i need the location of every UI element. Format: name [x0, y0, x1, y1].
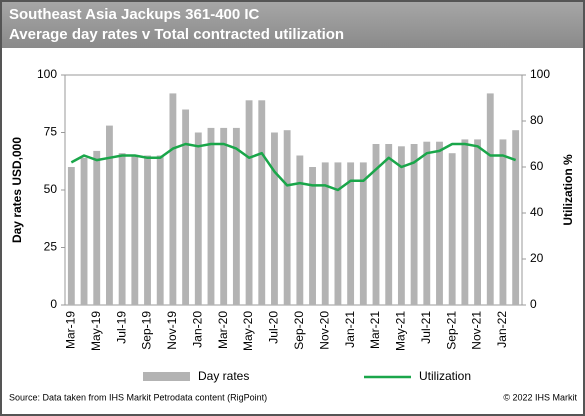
y2-tick-label: 80: [530, 113, 544, 127]
legend-swatch: [143, 372, 190, 381]
bar: [359, 162, 367, 305]
x-tick-label: Mar-20: [216, 311, 230, 349]
y2-tick-label: 40: [530, 205, 544, 219]
bar: [512, 130, 520, 305]
bar: [118, 153, 126, 305]
bar: [448, 153, 456, 305]
y2-tick-label: 20: [530, 251, 544, 265]
bar: [296, 155, 304, 305]
bar: [410, 144, 418, 305]
bar: [499, 139, 507, 305]
x-tick-label: Sep-21: [444, 311, 458, 350]
bar: [372, 144, 380, 305]
bar: [423, 141, 431, 305]
bar: [461, 139, 469, 305]
x-tick-label: Jan-21: [343, 311, 357, 348]
bar: [283, 130, 291, 305]
bar: [169, 93, 177, 306]
bar: [321, 162, 329, 305]
line: [70, 142, 517, 192]
bar: [131, 155, 139, 305]
y-axis-title: Day rates USD,000: [10, 137, 24, 243]
x-tick-label: Sep-20: [292, 311, 306, 350]
y-tick-label: 100: [37, 67, 57, 81]
bar: [385, 144, 393, 305]
x-tick-label: Sep-19: [140, 311, 154, 350]
legend-label: Utilization: [419, 369, 471, 383]
x-tick-label: Jul-19: [114, 311, 128, 344]
legend-label: Day rates: [198, 369, 249, 383]
bar: [80, 157, 88, 305]
bar: [207, 127, 215, 306]
x-tick-label: Mar-21: [368, 311, 382, 349]
y-tick-label: 50: [44, 182, 58, 196]
y2-tick-label: 100: [530, 67, 550, 81]
y2-tick-label: 60: [530, 159, 544, 173]
bar: [334, 162, 342, 305]
bar: [347, 162, 355, 305]
x-tick-label: Nov-19: [165, 311, 179, 350]
source-note: Source: Data taken from IHS Markit Petro…: [9, 392, 267, 402]
bar: [156, 155, 164, 305]
bar: [245, 100, 253, 305]
x-tick-label: May-19: [89, 311, 103, 351]
y-tick-label: 0: [50, 297, 57, 311]
bar: [106, 125, 113, 305]
bar: [194, 132, 202, 305]
x-tick-label: Jan-20: [190, 311, 204, 348]
bar: [271, 132, 278, 305]
bar: [93, 150, 101, 305]
x-tick-label: Mar-19: [64, 311, 78, 349]
bar: [232, 127, 240, 306]
header-band: [2, 2, 583, 48]
chart-title: Southeast Asia Jackups 361-400 IC: [9, 6, 260, 23]
bar: [220, 127, 228, 306]
y2-tick-label: 0: [530, 297, 537, 311]
bar: [258, 100, 266, 305]
x-tick-label: May-20: [241, 311, 255, 351]
bar: [486, 93, 494, 306]
x-tick-label: Jan-22: [495, 311, 509, 348]
chart-subtitle: Average day rates v Total contracted uti…: [9, 26, 344, 43]
y-tick-label: 25: [44, 240, 58, 254]
copyright: © 2022 IHS Markit: [503, 392, 577, 402]
bar: [67, 167, 75, 305]
x-tick-label: Nov-21: [470, 311, 484, 350]
bar: [436, 141, 443, 305]
y-tick-label: 75: [44, 125, 58, 139]
bar: [182, 109, 190, 305]
x-tick-label: Nov-20: [317, 311, 331, 350]
bar: [309, 167, 316, 305]
x-tick-label: Jul-21: [419, 311, 433, 344]
bar: [144, 155, 151, 305]
y2-axis-title: Utilization %: [561, 154, 575, 226]
x-tick-label: May-21: [394, 311, 408, 351]
x-tick-label: Jul-20: [267, 311, 281, 344]
bar: [397, 146, 405, 305]
bar: [474, 139, 481, 305]
